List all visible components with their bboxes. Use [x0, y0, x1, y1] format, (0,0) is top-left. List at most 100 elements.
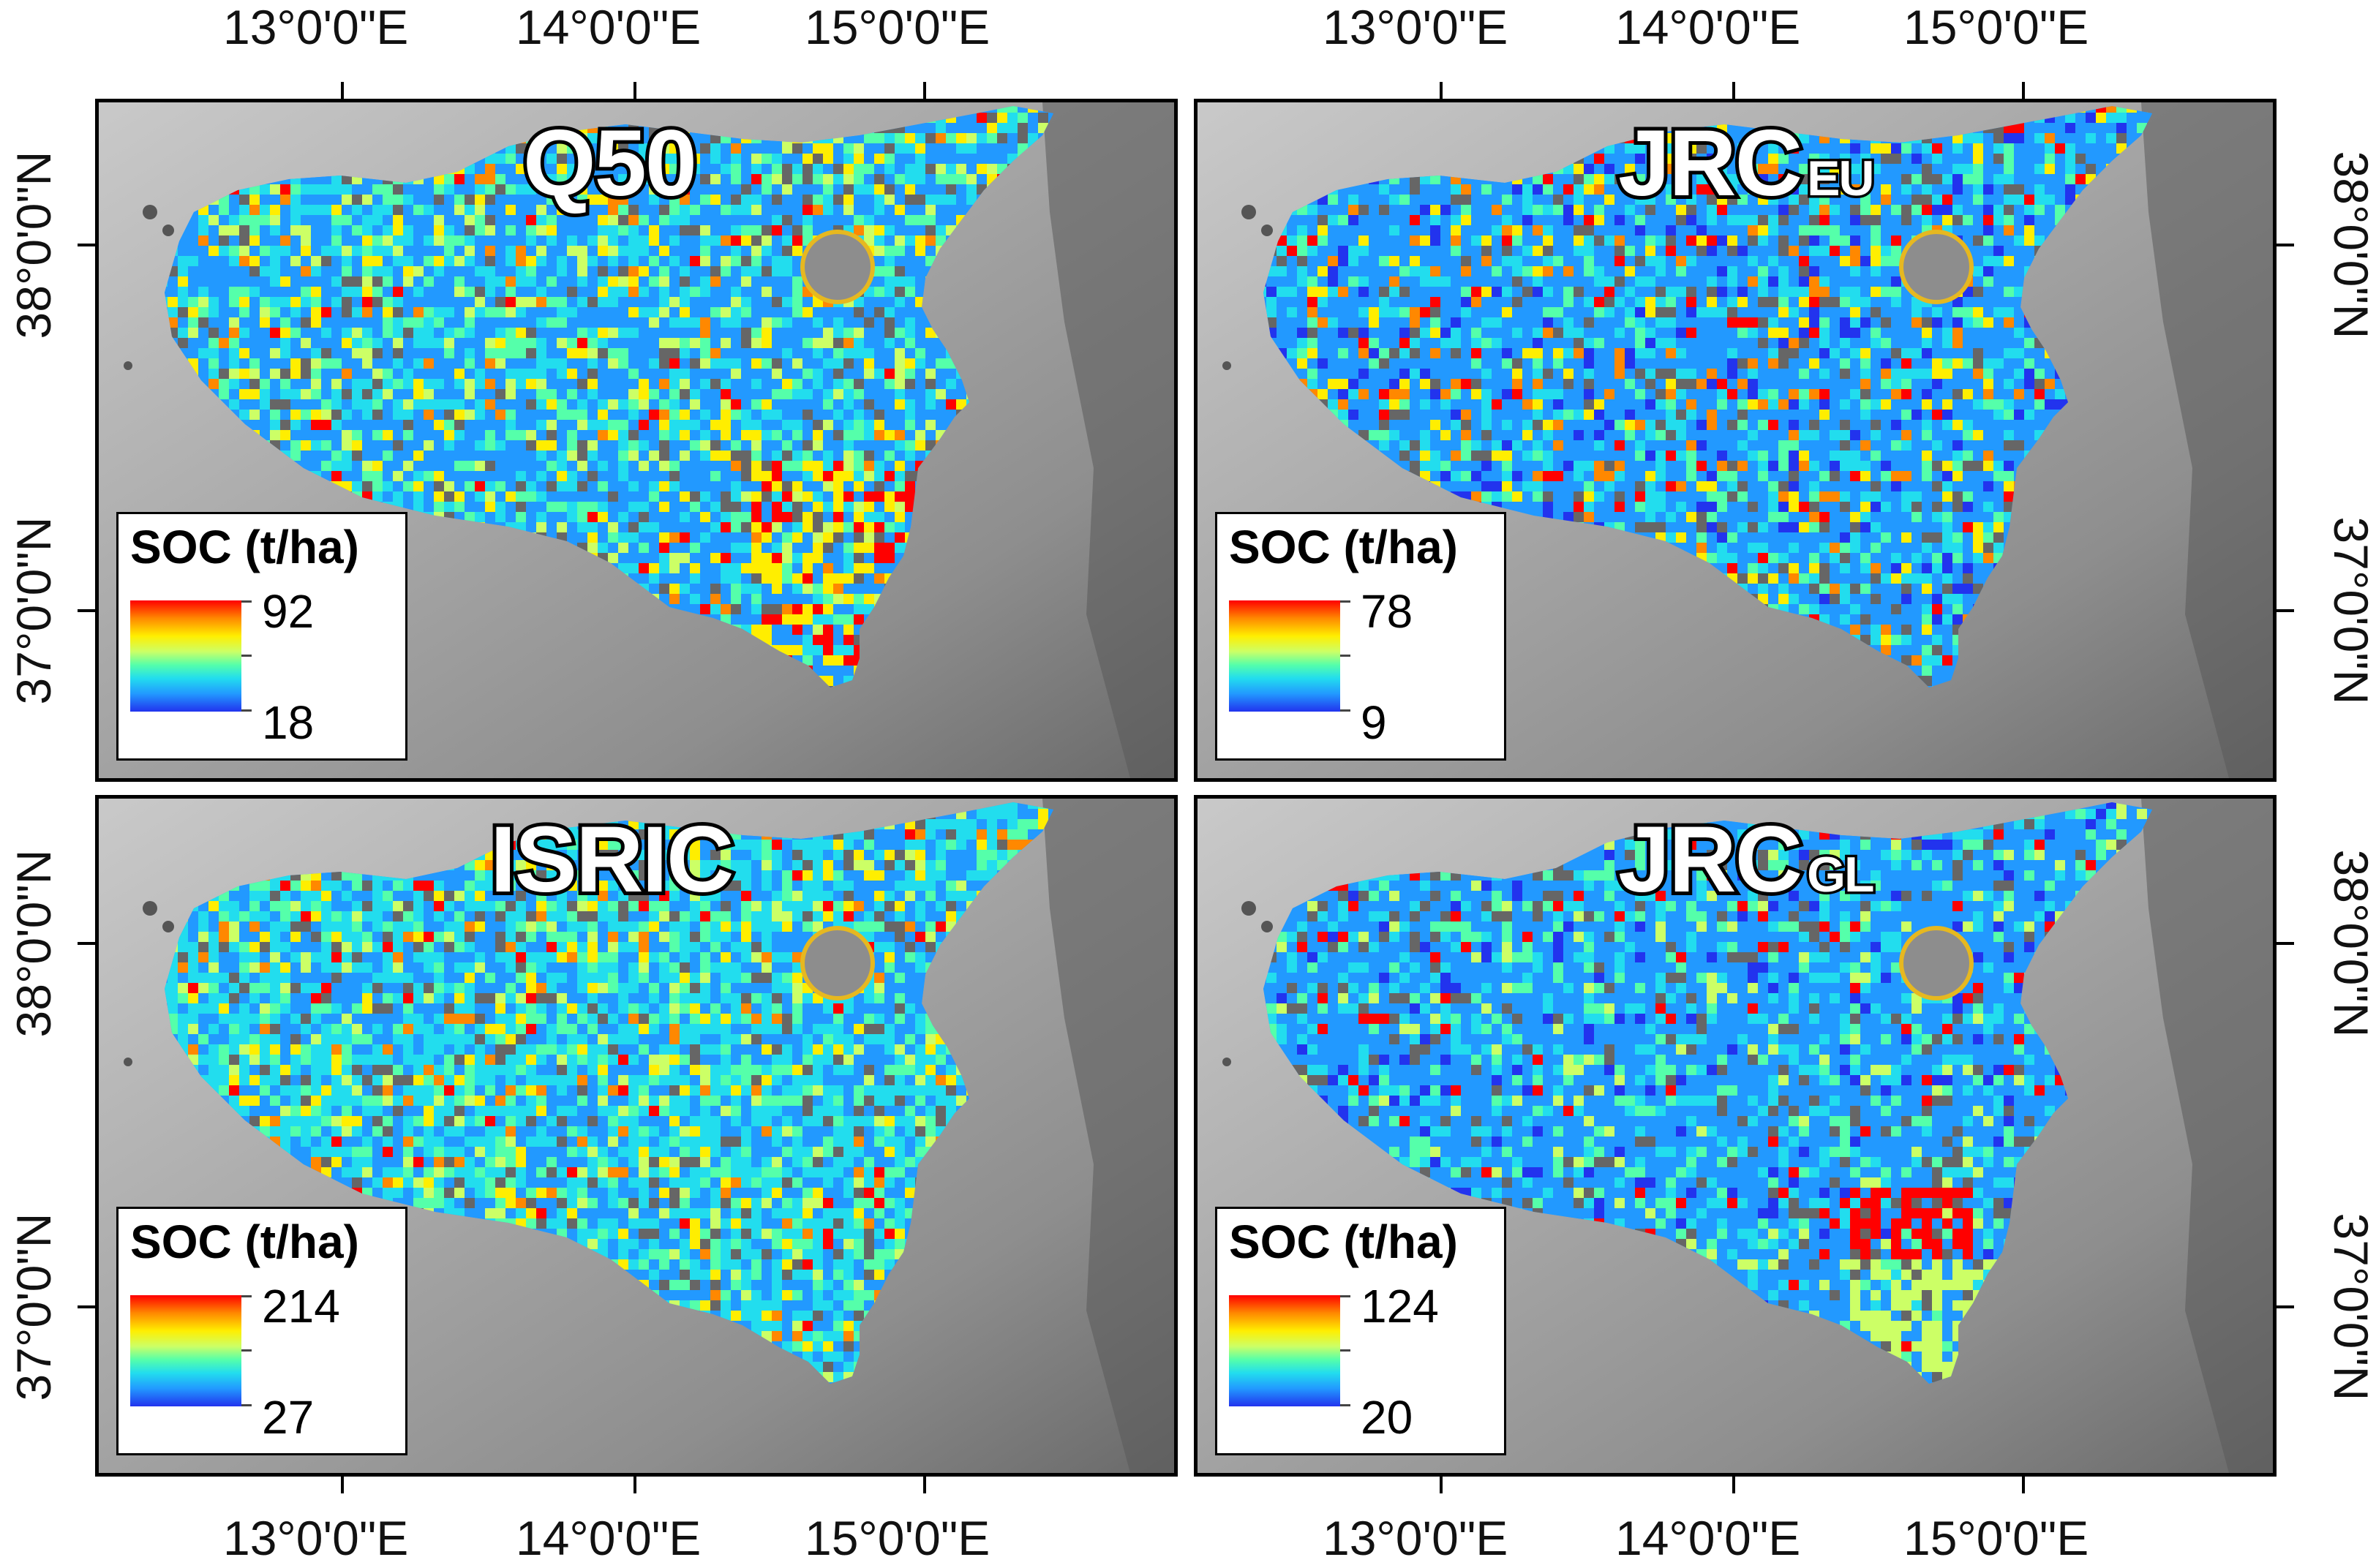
small-island	[124, 1058, 132, 1066]
small-island	[1261, 921, 1273, 932]
lat-label-left: 38°0'0"N	[7, 150, 61, 340]
legend-tick	[1340, 655, 1350, 657]
legend-color-ramp	[130, 1295, 241, 1406]
legend-min-value: 18	[262, 696, 314, 750]
small-island	[124, 361, 132, 370]
legend-title: SOC (t/ha)	[1229, 1215, 1458, 1269]
legend-title: SOC (t/ha)	[130, 520, 359, 574]
legend-min-value: 27	[262, 1390, 314, 1444]
tick-mark	[634, 1476, 636, 1493]
legend-tick	[1340, 1295, 1350, 1297]
lon-label-bottom: 14°0'0"E	[516, 1514, 701, 1562]
legend: SOC (t/ha) 78 9	[1215, 512, 1506, 761]
legend-max-value: 92	[262, 584, 314, 638]
legend-tick	[241, 600, 252, 603]
legend-tick	[241, 1404, 252, 1406]
legend-title: SOC (t/ha)	[130, 1215, 359, 1269]
legend-tick	[1340, 1349, 1350, 1352]
legend-tick	[1340, 600, 1350, 603]
map-panel-q50: Q50 SOC (t/ha) 92 18	[95, 99, 1178, 782]
legend-max-value: 124	[1361, 1279, 1439, 1333]
tick-mark	[2022, 82, 2025, 99]
tick-mark	[634, 82, 636, 99]
legend-title: SOC (t/ha)	[1229, 520, 1458, 574]
small-island	[1222, 361, 1231, 370]
legend-color-ramp	[130, 600, 241, 712]
panel-title: JRC GL	[1614, 810, 1877, 911]
lon-label-top: 13°0'0"E	[223, 3, 408, 51]
tick-mark	[1440, 82, 1443, 99]
tick-mark	[2277, 1305, 2294, 1308]
tick-mark	[923, 82, 926, 99]
etna-volcano	[1899, 230, 1974, 304]
legend-tick	[241, 709, 252, 712]
lat-label-left: 37°0'0"N	[7, 1212, 61, 1402]
lon-label-bottom: 14°0'0"E	[1615, 1514, 1800, 1562]
lat-label-right: 37°0'0"N	[2324, 1212, 2376, 1402]
mainland-relief	[1042, 799, 1174, 1473]
legend: SOC (t/ha) 124 20	[1215, 1207, 1506, 1455]
legend-tick	[241, 1349, 252, 1352]
mainland-relief	[1042, 102, 1174, 778]
lon-label-bottom: 13°0'0"E	[223, 1514, 408, 1562]
legend-color-ramp	[1229, 1295, 1340, 1406]
small-island	[1222, 1058, 1231, 1066]
lat-label-right: 37°0'0"N	[2324, 516, 2376, 706]
tick-mark	[78, 609, 95, 612]
tick-mark	[78, 1305, 95, 1308]
small-island	[1241, 901, 1256, 916]
legend-tick	[241, 655, 252, 657]
small-island	[1241, 205, 1256, 219]
tick-mark	[923, 1476, 926, 1493]
tick-mark	[2277, 609, 2294, 612]
etna-volcano	[800, 926, 875, 1000]
small-island	[1261, 225, 1273, 236]
tick-mark	[2022, 1476, 2025, 1493]
panel-title: ISRIC	[486, 810, 738, 911]
tick-mark	[1440, 1476, 1443, 1493]
lon-label-top: 13°0'0"E	[1323, 3, 1508, 51]
map-panel-jrc-gl: JRC GL SOC (t/ha) 124 20	[1194, 795, 2277, 1477]
legend-min-value: 9	[1361, 696, 1387, 750]
map-panel-isric: ISRIC SOC (t/ha) 214 27	[95, 795, 1178, 1477]
small-island	[162, 225, 174, 236]
lat-label-left: 37°0'0"N	[7, 516, 61, 706]
lon-label-bottom: 13°0'0"E	[1323, 1514, 1508, 1562]
legend: SOC (t/ha) 214 27	[116, 1207, 407, 1455]
lon-label-top: 14°0'0"E	[516, 3, 701, 51]
lat-label-right: 38°0'0"N	[2324, 848, 2376, 1039]
lon-label-top: 15°0'0"E	[1903, 3, 2089, 51]
small-island	[162, 921, 174, 932]
legend-tick	[241, 1295, 252, 1297]
tick-mark	[341, 82, 344, 99]
map-panel-jrc-eu: JRC EU SOC (t/ha) 78 9	[1194, 99, 2277, 782]
tick-mark	[2277, 942, 2294, 945]
legend-max-value: 214	[262, 1279, 340, 1333]
sicily-soc-map	[1198, 799, 2273, 1473]
legend-tick	[1340, 1404, 1350, 1406]
legend-tick	[1340, 709, 1350, 712]
legend-min-value: 20	[1361, 1390, 1413, 1444]
panel-title: Q50	[519, 113, 702, 214]
etna-volcano	[1899, 926, 1974, 1000]
lon-label-top: 14°0'0"E	[1615, 3, 1800, 51]
panel-title: JRC EU	[1614, 113, 1877, 214]
tick-mark	[1732, 82, 1735, 99]
mainland-relief	[2141, 102, 2273, 778]
small-island	[143, 901, 157, 916]
lat-label-left: 38°0'0"N	[7, 848, 61, 1039]
lon-label-top: 15°0'0"E	[805, 3, 990, 51]
tick-mark	[341, 1476, 344, 1493]
mainland-relief	[2141, 799, 2273, 1473]
small-island	[143, 205, 157, 219]
legend-max-value: 78	[1361, 584, 1413, 638]
tick-mark	[2277, 244, 2294, 246]
sicily-soc-map	[99, 799, 1174, 1473]
tick-mark	[78, 942, 95, 945]
etna-volcano	[800, 230, 875, 304]
lat-label-right: 38°0'0"N	[2324, 150, 2376, 340]
legend-color-ramp	[1229, 600, 1340, 712]
tick-mark	[1732, 1476, 1735, 1493]
legend: SOC (t/ha) 92 18	[116, 512, 407, 761]
